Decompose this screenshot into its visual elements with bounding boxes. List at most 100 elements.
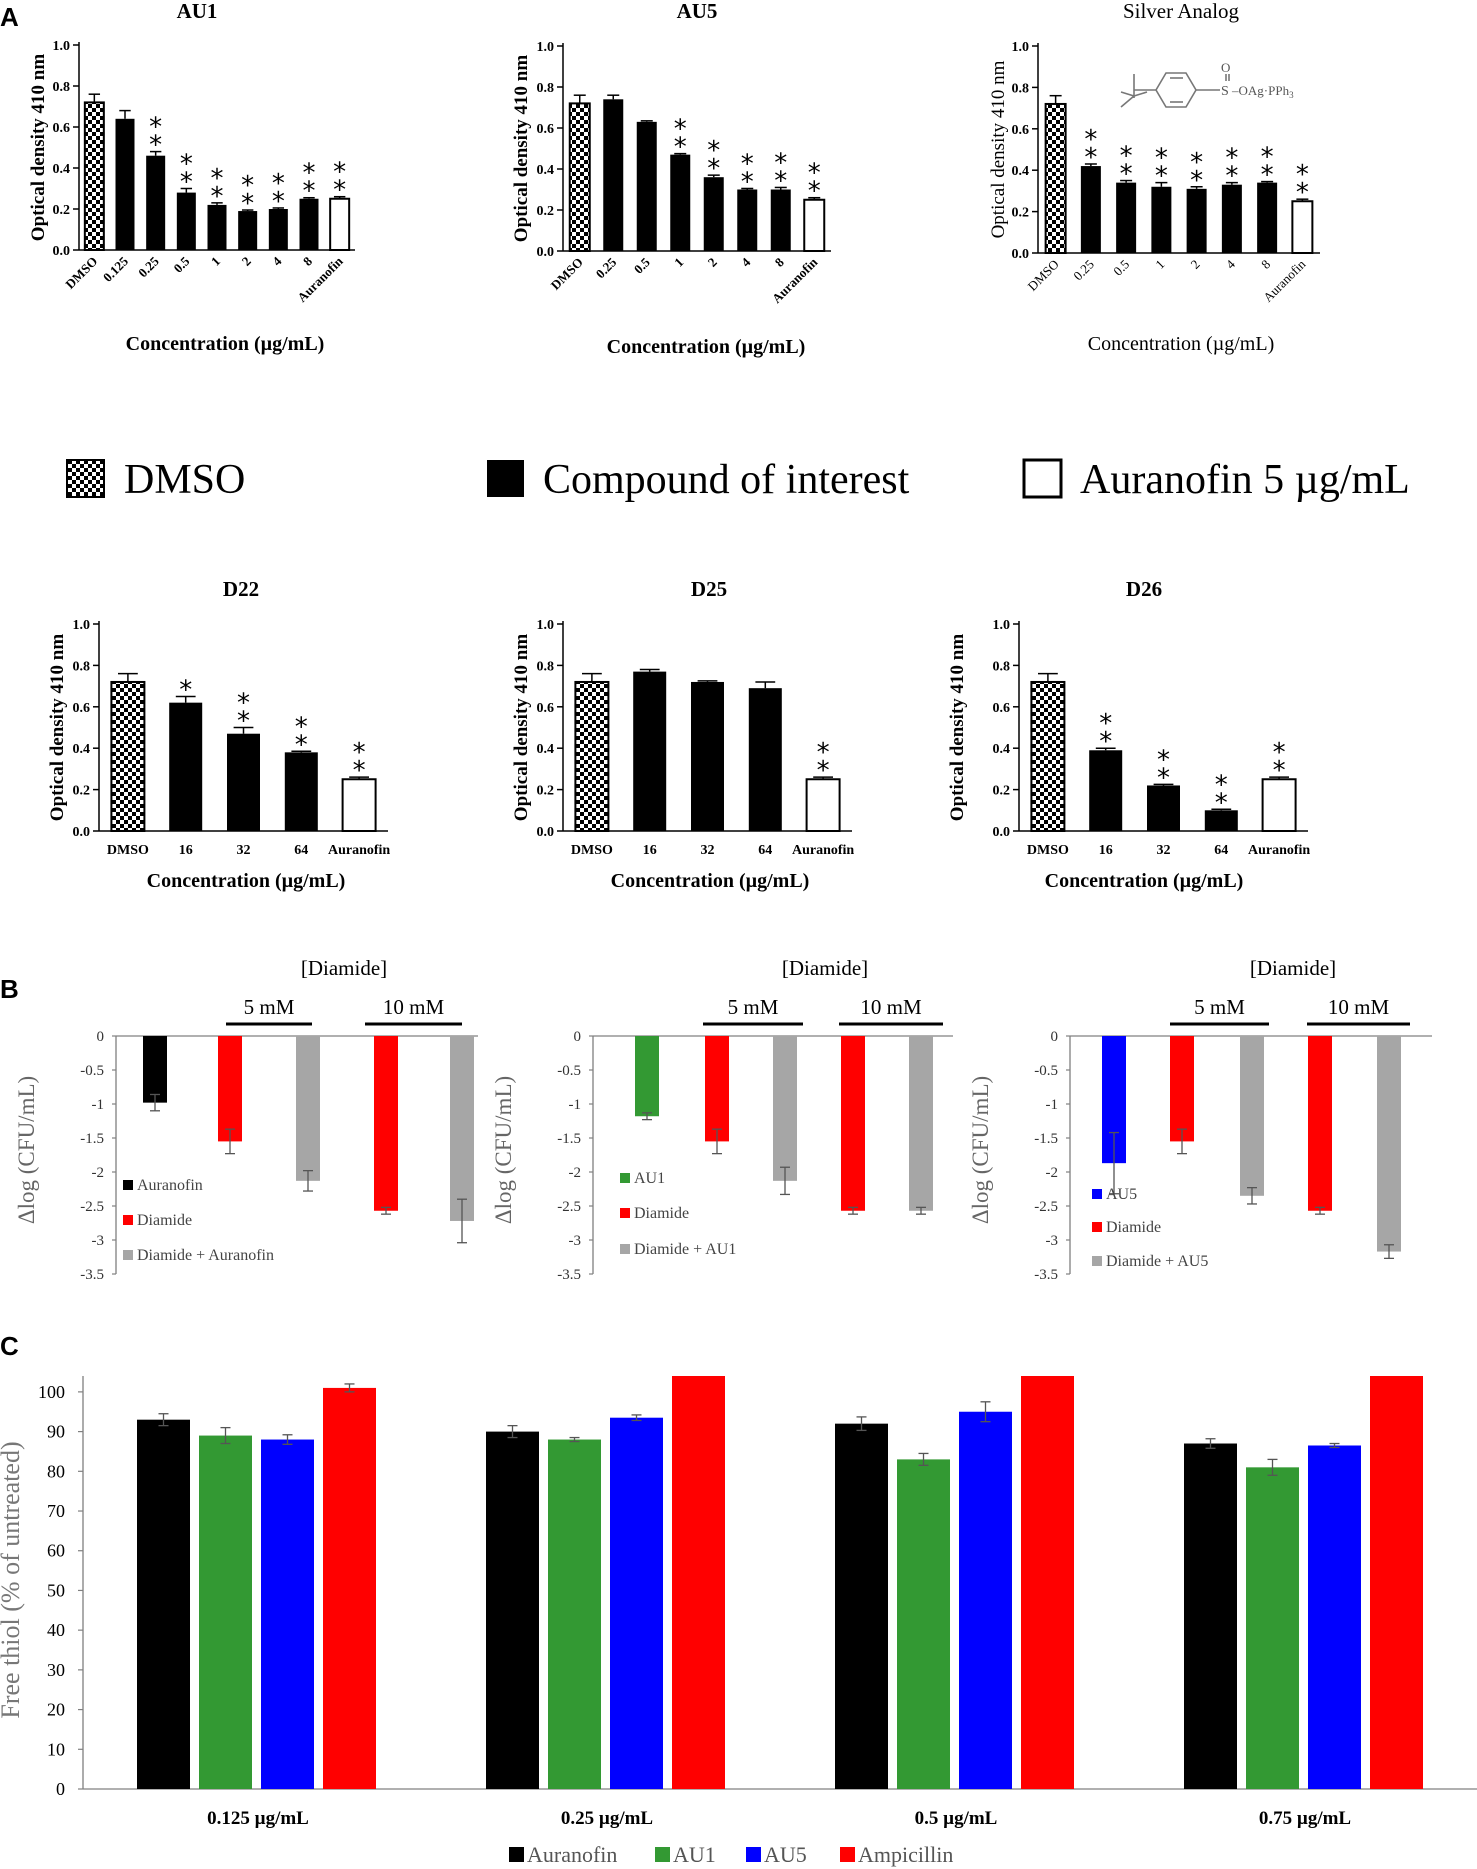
bar <box>803 198 826 252</box>
x-axis-label: Concentration (µg/mL) <box>1088 333 1274 355</box>
significance-star: * <box>180 150 193 180</box>
y-tick-label: -3.5 <box>1034 1267 1058 1283</box>
y-tick-label: 0.4 <box>537 742 555 757</box>
bar <box>83 101 105 252</box>
significance-star: * <box>741 149 754 179</box>
bar <box>705 1036 729 1142</box>
y-tick-label: -3.5 <box>557 1267 581 1283</box>
significance-star: * <box>674 133 687 163</box>
x-axis-label: Concentration (µg/mL) <box>147 870 346 892</box>
bar <box>909 1036 933 1211</box>
group-label: 5 mM <box>244 995 295 1019</box>
category-label: 8 <box>300 253 316 269</box>
category-label: 1 <box>208 254 223 269</box>
y-tick-label: 0.0 <box>73 825 91 840</box>
bar <box>633 671 667 831</box>
legend-label: Diamide + AU5 <box>1106 1253 1208 1270</box>
significance-star: * <box>817 738 830 768</box>
x-axis-label: Concentration (µg/mL) <box>607 336 806 358</box>
category-label: 0.5 <box>1110 257 1132 279</box>
bar <box>284 752 318 831</box>
category-label: Auranofin <box>792 843 854 858</box>
significance-star: * <box>241 171 254 201</box>
y-tick-label: 0 <box>56 1779 65 1799</box>
y-tick-label: -2.5 <box>557 1199 581 1215</box>
significance-star: * <box>1296 178 1309 208</box>
y-tick-label: 0.0 <box>537 825 555 840</box>
significance-star: * <box>180 168 193 198</box>
y-tick-label: 60 <box>47 1541 65 1561</box>
y-tick-label: -1.5 <box>80 1131 104 1147</box>
bar <box>748 688 782 831</box>
y-tick-label: -1 <box>1046 1097 1059 1113</box>
category-label: 0.75 µg/mL <box>1259 1808 1351 1829</box>
chart-b3: [Diamide]5 mM 10 mM 0 -0.5 -1 -1.5 -2 -2.5 -3 -3.… <box>968 956 1432 1283</box>
significance-star: * <box>1120 160 1133 190</box>
y-axis-label: Δlog (CFU/mL) <box>968 1076 993 1224</box>
legend-label-auranofin: Auranofin 5 µg/mL <box>1080 457 1410 503</box>
legend-label: Diamide <box>1106 1219 1161 1236</box>
chemical-structure: O S –OAg·PPh3 <box>1120 60 1294 108</box>
category-label: 1 <box>671 255 686 270</box>
legend-label: Auranofin <box>137 1177 203 1194</box>
significance-star: * <box>808 159 821 189</box>
category-label: 4 <box>269 253 285 269</box>
bar <box>959 1411 1012 1789</box>
significance-star: * <box>1296 160 1309 190</box>
y-tick-label: 0.6 <box>73 701 91 716</box>
chart-title: [Diamide] <box>301 956 387 980</box>
category-label: 32 <box>701 843 715 858</box>
y-tick-label: 30 <box>47 1660 65 1680</box>
significance-star: * <box>149 131 162 161</box>
significance-star: * <box>707 136 720 166</box>
y-axis-label: Optical density 410 nm <box>988 60 1009 238</box>
group-label: 5 mM <box>728 995 779 1019</box>
significance-star: * <box>295 712 308 742</box>
chart-d26: D26 0.0 0.2 0.4 0.6 0.8 1.0 Optical density 410… <box>947 577 1310 892</box>
legend-label: Auranofin <box>527 1842 617 1867</box>
y-axis-label: Optical density 410 nm <box>511 55 532 243</box>
bar <box>835 1423 888 1789</box>
category-label: 32 <box>1157 843 1171 858</box>
category-label: 0.25 <box>593 254 620 281</box>
legend-swatch <box>620 1173 630 1183</box>
significance-star: * <box>303 159 316 189</box>
group-label: 10 mM <box>1328 995 1390 1019</box>
bar <box>374 1036 398 1211</box>
chart-title: D26 <box>1126 577 1162 601</box>
category-label: DMSO <box>548 255 586 293</box>
category-label: 0.5 <box>170 253 192 275</box>
significance-star: * <box>1273 738 1286 768</box>
bar <box>1080 166 1101 253</box>
significance-star: * <box>211 164 224 194</box>
bar <box>770 189 791 251</box>
legend-swatch-auranofin <box>1022 458 1063 499</box>
legend-label: Ampicillin <box>858 1842 953 1867</box>
y-tick-label: -0.5 <box>1034 1063 1058 1079</box>
y-tick-label: 40 <box>47 1620 65 1640</box>
significance-star: * <box>1099 709 1112 739</box>
bar <box>568 102 591 253</box>
bar <box>670 154 691 251</box>
category-label: 2 <box>705 255 720 270</box>
significance-star: * <box>179 675 192 705</box>
significance-star: * <box>1261 161 1274 191</box>
bar <box>227 733 260 831</box>
y-tick-label: -2 <box>1046 1165 1059 1181</box>
group-label: 10 mM <box>860 995 922 1019</box>
bar <box>143 1036 167 1103</box>
chart-b1: [Diamide]5 mM 10 mM 0 -0.5 -1 -1.5 -2 -2.5 -3 -3.… <box>14 956 478 1283</box>
category-label: 4 <box>738 254 754 270</box>
y-tick-label: 0 <box>97 1029 105 1045</box>
x-axis-label: Concentration (µg/mL) <box>1045 870 1244 892</box>
bar <box>636 121 657 251</box>
chart-au5: AU5 0.0 0.2 0.4 0.6 0.8 1.0 Optical density 410… <box>511 0 831 358</box>
bar <box>805 778 841 832</box>
legend-label: Diamide + Auranofin <box>137 1247 274 1264</box>
bar <box>603 99 624 251</box>
legend-swatch <box>655 1847 670 1862</box>
significance-star: * <box>1099 727 1112 757</box>
category-label: 16 <box>643 843 657 858</box>
significance-star: * <box>1225 144 1238 174</box>
